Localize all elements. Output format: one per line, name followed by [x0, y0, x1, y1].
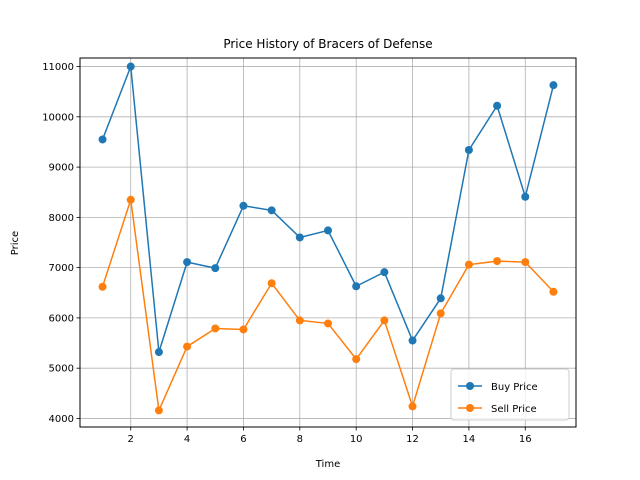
data-point [183, 342, 192, 351]
data-point [493, 101, 502, 110]
y-tick-label: 5000 [49, 364, 74, 375]
legend-label: Buy Price [491, 382, 538, 393]
data-point [380, 316, 389, 325]
legend-marker [466, 382, 474, 390]
data-point [98, 135, 107, 144]
data-point [154, 406, 163, 415]
data-point [126, 62, 135, 71]
legend-label: Sell Price [491, 404, 537, 415]
x-tick-label: 4 [184, 434, 190, 445]
data-point [126, 195, 135, 204]
data-point [549, 287, 558, 296]
data-point [464, 260, 473, 269]
series-layer [98, 62, 558, 415]
x-tick-label: 16 [519, 434, 532, 445]
axis-layer: 2 4 6 8 10 12 14 16 4000 5000 6000 7000 8000 9000 1000… [42, 62, 531, 445]
data-point [408, 336, 417, 345]
y-tick-label: 9000 [49, 163, 74, 174]
legend-marker [466, 404, 474, 412]
y-tick-label: 10000 [42, 112, 74, 123]
data-point [521, 192, 530, 201]
grid-layer [80, 58, 576, 427]
y-tick-label: 7000 [49, 263, 74, 274]
chart-title: Price History of Bracers of Defense [223, 37, 432, 51]
x-tick-label: 2 [128, 434, 134, 445]
data-point [239, 201, 248, 210]
data-point [352, 355, 361, 364]
data-point [295, 316, 304, 325]
x-axis-title: Time [315, 459, 340, 470]
data-point [267, 206, 276, 215]
y-tick-label: 6000 [49, 313, 74, 324]
data-point [464, 145, 473, 154]
y-tick-label: 4000 [49, 414, 74, 425]
data-point [239, 325, 248, 334]
data-point [521, 258, 530, 267]
legend: Buy Price Sell Price [450, 368, 570, 421]
data-point [352, 282, 361, 291]
data-point [436, 294, 445, 303]
series-line [101, 65, 555, 353]
y-tick-label: 8000 [49, 213, 74, 224]
data-point [211, 324, 220, 333]
data-point [380, 268, 389, 277]
data-point [267, 279, 276, 288]
plot-area-frame [79, 57, 577, 428]
data-point [408, 402, 417, 411]
data-point [324, 226, 332, 235]
series-1 [98, 195, 558, 415]
x-tick-label: 10 [350, 434, 363, 445]
y-axis-title: Price [10, 231, 21, 255]
x-tick-label: 8 [297, 434, 303, 445]
data-point [211, 264, 220, 273]
y-tick-label: 11000 [42, 62, 74, 73]
data-point [549, 81, 558, 90]
x-tick-label: 12 [406, 434, 419, 445]
series-0 [98, 62, 558, 357]
data-point [183, 258, 192, 267]
data-point [324, 319, 332, 328]
data-point [98, 282, 107, 291]
data-point [295, 233, 304, 242]
data-point [436, 309, 445, 318]
data-point [154, 348, 163, 357]
data-point [493, 257, 502, 266]
x-tick-label: 14 [463, 434, 476, 445]
x-tick-label: 6 [240, 434, 246, 445]
